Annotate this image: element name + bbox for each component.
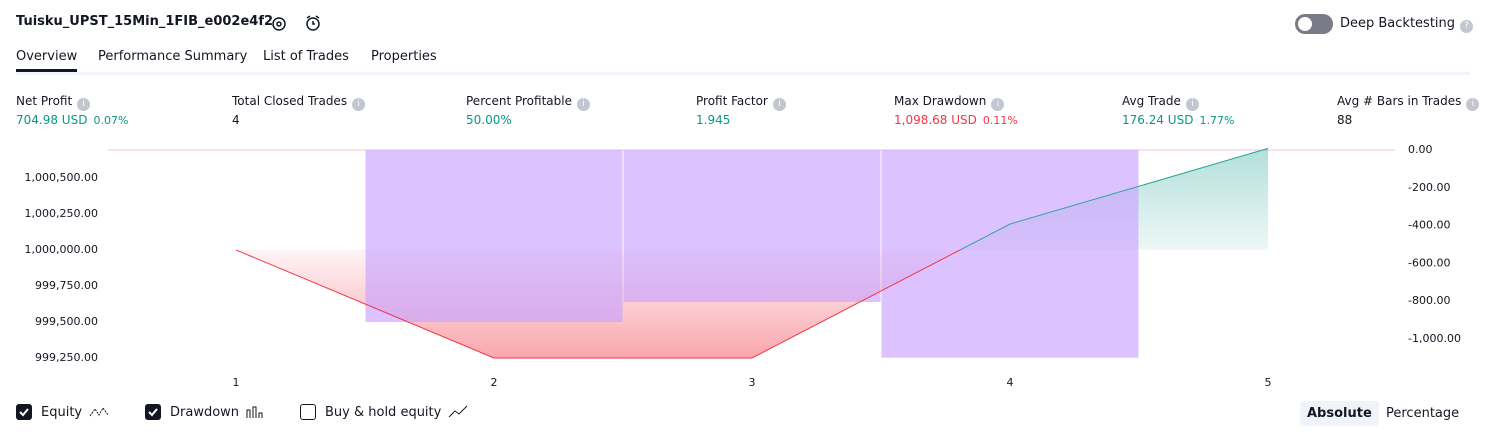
metric-label: Total Closed Trades i: [232, 94, 366, 111]
strategy-title: Tuisku_UPST_15Min_1FIB_e002e4f2: [16, 14, 274, 29]
metric-value: 704.98 USD 0.07%: [16, 113, 128, 127]
tab[interactable]: Overview: [16, 49, 78, 72]
toggle[interactable]: [1295, 14, 1333, 34]
legend-icon: [89, 407, 109, 417]
legend-item[interactable]: Equity: [16, 404, 112, 420]
metric-label: Percent Profitable i: [466, 94, 590, 111]
metric-label-text: Avg # Bars in Trades: [1337, 94, 1462, 108]
info-icon: i: [1185, 98, 1199, 111]
metric-label-text: Net Profit: [16, 94, 73, 108]
metric-label-text: Profit Factor: [696, 94, 768, 108]
metric-label: Net Profit i: [16, 94, 91, 111]
mode-button[interactable]: Absolute: [1300, 401, 1379, 426]
metric-value: 88: [1337, 113, 1352, 127]
metric-label-text: Max Drawdown: [894, 94, 987, 108]
metric-value: 1,098.68 USD 0.11%: [894, 113, 1018, 127]
metric-value-text: 4: [232, 113, 240, 127]
info-icon: i: [576, 98, 590, 111]
tab[interactable]: Performance Summary: [98, 49, 248, 64]
metric-label-text: Percent Profitable: [466, 94, 572, 108]
y2-tick-label: -800.00: [1408, 294, 1450, 307]
y2-tick-label: 0.00: [1408, 143, 1433, 156]
info-icon: i: [77, 98, 91, 111]
x-tick-label: 4: [1007, 376, 1014, 389]
y2-tick-label: -1,000.00: [1408, 332, 1461, 345]
metric-value: 4: [232, 113, 240, 127]
y-tick-label: 999,500.00: [35, 315, 98, 328]
metric-percent: 1.77%: [1199, 114, 1235, 127]
y2-tick-label: -400.00: [1408, 219, 1450, 232]
legend-label: Equity: [41, 404, 83, 420]
y-tick-label: 1,000,000.00: [25, 243, 98, 256]
drawdown-bar: [623, 150, 881, 302]
tab[interactable]: Properties: [371, 49, 437, 64]
metric-label: Profit Factor i: [696, 94, 786, 111]
y-tick-label: 1,000,250.00: [25, 207, 98, 220]
legend-label: Buy & hold equity: [325, 404, 442, 420]
legend-icon: [448, 405, 468, 418]
metric-label: Avg # Bars in Trades i: [1337, 94, 1480, 111]
metric-label: Max Drawdown i: [894, 94, 1005, 111]
metric-value: 1.945: [696, 113, 730, 127]
y2-tick-label: -200.00: [1408, 181, 1450, 194]
legend-icon: [246, 406, 263, 418]
metric-value-text: 176.24 USD: [1122, 113, 1194, 127]
mode-button[interactable]: Percentage: [1386, 406, 1460, 421]
metric-percent: 0.07%: [93, 114, 129, 127]
y-tick-label: 999,750.00: [35, 279, 98, 292]
checkbox: [300, 404, 316, 420]
metric-value-text: 88: [1337, 113, 1353, 127]
legend-label: Drawdown: [170, 404, 240, 420]
metric-value-text: 1.945: [696, 113, 731, 127]
drawdown-bar: [365, 150, 623, 323]
metric-value: 176.24 USD 1.77%: [1122, 113, 1234, 127]
info-icon: i: [991, 98, 1005, 111]
checkbox: [16, 404, 32, 420]
x-tick-label: 2: [491, 376, 498, 389]
tab[interactable]: List of Trades: [263, 49, 349, 64]
metric-value-text: 704.98 USD: [16, 113, 88, 127]
y-tick-label: 999,250.00: [35, 351, 98, 364]
checkbox: [145, 404, 161, 420]
info-icon: i: [772, 98, 786, 111]
metric-value-text: 50.00%: [466, 113, 512, 127]
metric-value: 50.00%: [466, 113, 512, 127]
metric-label-text: Total Closed Trades: [232, 94, 348, 108]
legend-item[interactable]: Buy & hold equity: [300, 404, 471, 420]
legend-item[interactable]: Drawdown: [145, 404, 269, 420]
tab-divider: [16, 72, 1470, 75]
settings-icon[interactable]: [270, 15, 288, 33]
x-tick-label: 3: [749, 376, 756, 389]
y2-tick-label: -600.00: [1408, 256, 1450, 269]
toggle-text: Deep Backtesting: [1340, 16, 1456, 31]
drawdown-bar: [881, 150, 1139, 358]
metric-value-text: 1,098.68 USD: [894, 113, 977, 127]
equity-line: [235, 147, 1269, 359]
metric-label-text: Avg Trade: [1122, 94, 1181, 108]
info-icon: i: [1466, 98, 1480, 111]
info-icon: i: [352, 98, 366, 111]
x-tick-label: 5: [1265, 376, 1272, 389]
x-tick-label: 1: [233, 376, 240, 389]
metric-percent: 0.11%: [982, 114, 1018, 127]
metric-label: Avg Trade i: [1122, 94, 1199, 111]
y-tick-label: 1,000,500.00: [25, 171, 98, 184]
alert-icon[interactable]: [304, 14, 322, 32]
toggle-label: Deep Backtesting?: [1340, 16, 1474, 33]
